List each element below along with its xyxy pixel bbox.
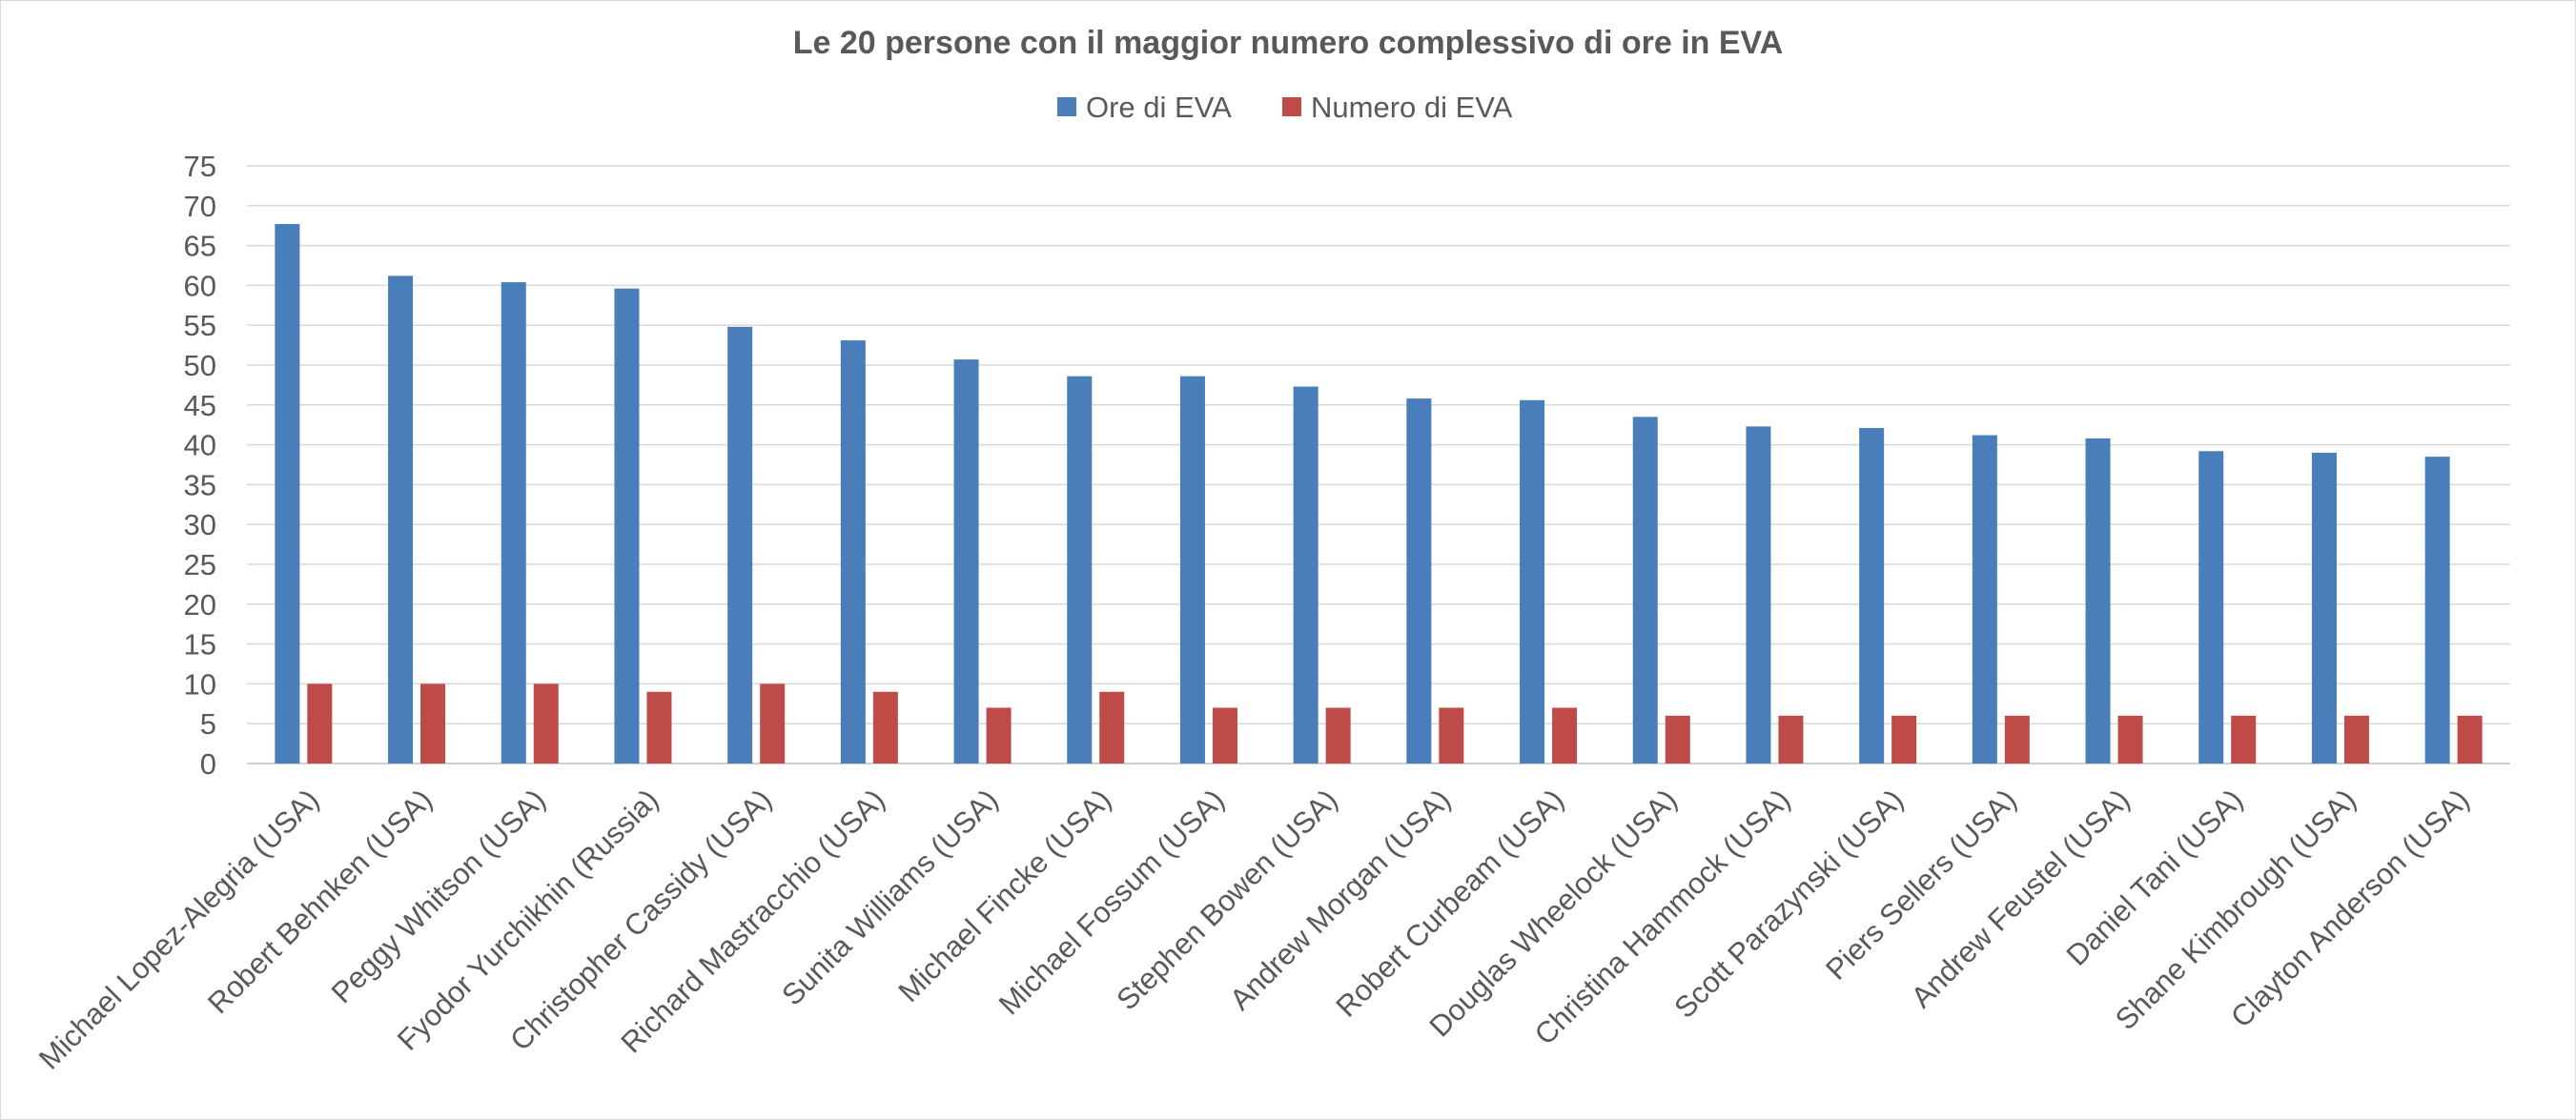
- x-tick-label: Peggy Whitson (USA): [325, 783, 552, 1009]
- bar-ore-20: [2424, 457, 2450, 764]
- y-tick-label: 55: [184, 309, 216, 342]
- y-tick-label: 15: [184, 628, 216, 662]
- bar-ore-14: [1746, 426, 1771, 764]
- bar-numero-16: [2004, 715, 2030, 764]
- bar-numero-9: [1212, 707, 1237, 764]
- y-tick-label: 30: [184, 508, 216, 541]
- x-tick-label: Scott Parazynski (USA): [1667, 783, 1910, 1025]
- bar-ore-1: [275, 224, 300, 764]
- bar-ore-18: [2198, 451, 2224, 764]
- y-tick-label: 65: [184, 230, 216, 263]
- bar-numero-4: [646, 691, 672, 764]
- bar-numero-18: [2231, 715, 2257, 764]
- x-tick-label: Piers Sellers (USA): [1819, 783, 2023, 987]
- bar-ore-16: [1972, 435, 1997, 764]
- y-tick-label: 50: [184, 349, 216, 382]
- bar-numero-12: [1552, 707, 1578, 764]
- y-tick-label: 40: [184, 429, 216, 462]
- bar-ore-8: [1067, 376, 1093, 764]
- bar-ore-17: [2085, 438, 2111, 764]
- bar-numero-20: [2457, 715, 2483, 764]
- legend-label-2: Numero di EVA: [1311, 91, 1513, 124]
- bar-ore-3: [501, 282, 526, 764]
- bar-numero-6: [872, 691, 898, 764]
- y-tick-label: 0: [200, 747, 216, 781]
- legend-swatch-1: [1057, 97, 1076, 116]
- bar-numero-14: [1778, 715, 1804, 764]
- x-tick-label: Robert Behnken (USA): [201, 783, 439, 1020]
- x-tick-label: Robert Curbeam (USA): [1329, 783, 1570, 1024]
- bar-numero-7: [986, 707, 1012, 764]
- bar-numero-15: [1891, 715, 1917, 764]
- bar-ore-11: [1406, 398, 1432, 764]
- bar-numero-8: [1099, 691, 1125, 764]
- y-tick-label: 75: [184, 150, 216, 183]
- x-tick-label: Sunita Williams (USA): [775, 783, 1004, 1011]
- gridlines: [247, 165, 2510, 764]
- bar-numero-3: [533, 683, 559, 764]
- y-tick-label: 45: [184, 389, 216, 422]
- bar-ore-10: [1293, 386, 1319, 764]
- bar-numero-2: [420, 683, 446, 764]
- bar-numero-17: [2117, 715, 2143, 764]
- bar-numero-13: [1665, 715, 1690, 764]
- bar-numero-10: [1325, 707, 1351, 764]
- x-tick-label: Andrew Morgan (USA): [1223, 783, 1457, 1016]
- bars: [275, 224, 2483, 764]
- bar-numero-11: [1439, 707, 1464, 764]
- bar-ore-5: [727, 326, 753, 764]
- bar-ore-12: [1520, 399, 1545, 764]
- bar-ore-2: [388, 275, 414, 764]
- y-tick-label: 10: [184, 667, 216, 701]
- legend-label-1: Ore di EVA: [1086, 91, 1232, 124]
- bar-numero-5: [760, 683, 786, 764]
- chart-title: Le 20 persone con il maggior numero comp…: [793, 25, 1784, 61]
- y-tick-label: 35: [184, 468, 216, 501]
- y-axis-ticks: 0 5 10 15 20 25 30 35 40 45 50 55 60 65 70 75: [184, 150, 216, 781]
- legend-swatch-2: [1282, 97, 1301, 116]
- legend: Ore di EVA Numero di EVA: [1057, 91, 1513, 124]
- x-tick-label: Michael Fincke (USA): [891, 783, 1117, 1008]
- x-axis-ticks: Michael Lopez-Alegria (USA)Robert Behnke…: [32, 783, 2476, 1075]
- y-tick-label: 5: [200, 707, 216, 741]
- bar-ore-13: [1632, 417, 1658, 764]
- bar-ore-6: [840, 340, 866, 764]
- y-tick-label: 70: [184, 190, 216, 223]
- x-tick-label: Stephen Bowen (USA): [1110, 783, 1343, 1016]
- y-tick-label: 20: [184, 588, 216, 621]
- y-tick-label: 25: [184, 548, 216, 581]
- bar-ore-19: [2311, 452, 2337, 764]
- x-tick-label: Andrew Feustel (USA): [1905, 783, 2136, 1014]
- bar-ore-15: [1859, 428, 1885, 764]
- bar-ore-7: [953, 359, 979, 764]
- y-tick-label: 60: [184, 269, 216, 302]
- bar-numero-1: [307, 683, 333, 764]
- x-tick-label: Clayton Anderson (USA): [2224, 783, 2476, 1034]
- bar-ore-9: [1179, 376, 1205, 764]
- x-tick-label: Michael Fossum (USA): [992, 783, 1231, 1021]
- bar-ore-4: [614, 288, 640, 764]
- bar-numero-19: [2343, 715, 2369, 764]
